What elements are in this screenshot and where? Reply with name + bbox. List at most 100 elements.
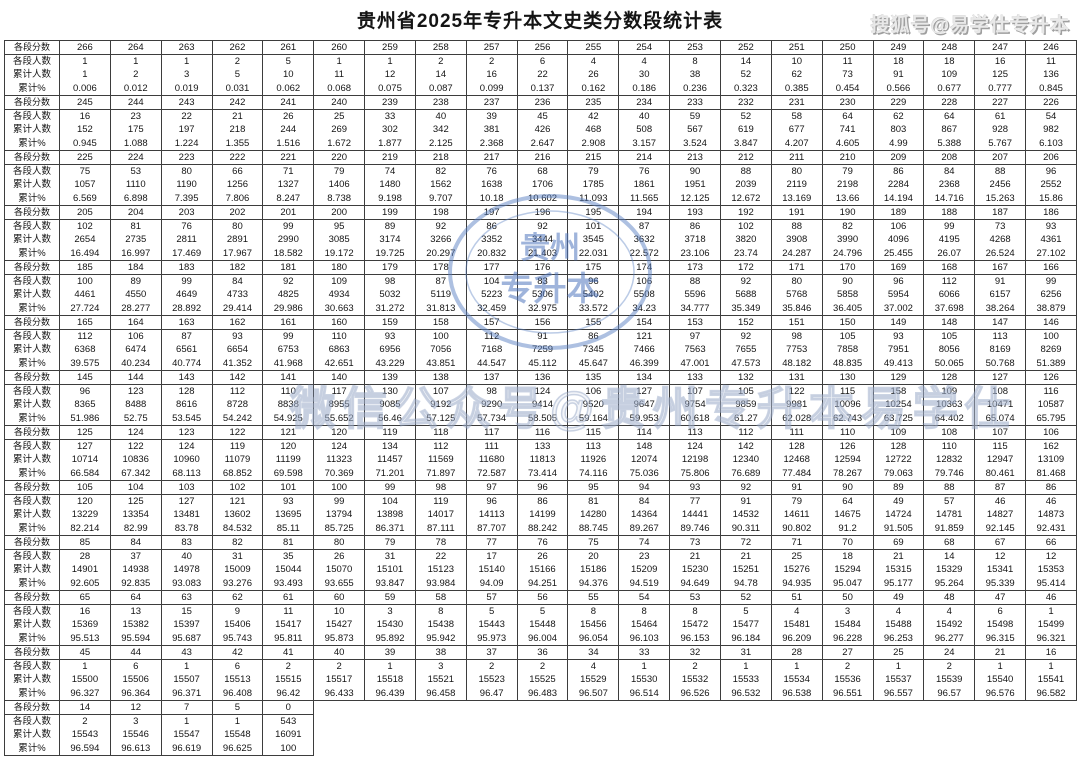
score-cell: 156 xyxy=(516,315,569,330)
score-cell: 113 xyxy=(669,425,721,440)
score-cell: 71 xyxy=(770,535,823,550)
score-cell: 82 xyxy=(211,535,264,550)
score-cell: 96 xyxy=(516,480,569,495)
score-cell: 207 xyxy=(974,150,1027,165)
stats-cell: 90 1951 12.125 xyxy=(669,164,721,206)
stats-cell: 68 1706 10.602 xyxy=(516,164,569,206)
score-cell: 193 xyxy=(669,205,721,220)
score-row: 各段分数 245 244 243 242 241 240 239 238 237 236 235 234… xyxy=(4,95,1077,110)
stats-cell: 122 9981 62.028 xyxy=(770,384,823,426)
stats-row: 各段人数 累计人数 累计% 75 1057 6.569 53 1110 6.898 80 1190 7… xyxy=(4,164,1077,206)
stats-cell: 2 15543 96.594 xyxy=(59,714,111,756)
stats-cell: 91 14532 90.311 xyxy=(719,494,772,536)
score-cell: 104 xyxy=(109,480,162,495)
score-cell: 60 xyxy=(313,590,366,605)
score-cell: 67 xyxy=(974,535,1027,550)
score-cell: 39 xyxy=(364,645,416,660)
stats-cell: 106 9520 59.164 xyxy=(567,384,620,426)
stats-cell: 111 11680 72.587 xyxy=(465,439,518,481)
score-cell: 240 xyxy=(313,95,366,110)
score-cell: 223 xyxy=(160,150,213,165)
score-cell: 12 xyxy=(109,700,162,715)
stats-cell: 10 62 0.385 xyxy=(770,54,823,96)
score-cell: 83 xyxy=(160,535,213,550)
page-title: 贵州省2025年专升本文史类分数段统计表 xyxy=(356,11,724,32)
row-label-score: 各段分数 xyxy=(4,40,60,55)
score-cell: 153 xyxy=(669,315,721,330)
stats-cell: 92 3444 21.403 xyxy=(516,219,569,261)
stats-cell: 90 5858 36.405 xyxy=(821,274,874,316)
score-cell: 102 xyxy=(211,480,264,495)
score-cell: 232 xyxy=(719,95,772,110)
score-cell: 229 xyxy=(872,95,925,110)
score-cell: 140 xyxy=(313,370,366,385)
stats-cell: 59 567 3.524 xyxy=(669,109,721,151)
stats-cell: 6 15506 96.364 xyxy=(109,659,162,701)
stats-cell: 80 5768 35.846 xyxy=(770,274,823,316)
score-cell: 163 xyxy=(160,315,213,330)
stats-cell: 87 3632 22.572 xyxy=(618,219,671,261)
stats-cell: 105 7858 48.835 xyxy=(821,329,874,371)
score-cell: 250 xyxy=(821,40,874,55)
stats-cell: 8 15464 96.103 xyxy=(618,604,671,646)
stats-cell: 4 15492 96.277 xyxy=(923,604,976,646)
score-row: 各段分数 205 204 203 202 201 200 199 198 197 196 195 194… xyxy=(4,205,1077,220)
stats-cell: 124 12198 75.806 xyxy=(669,439,721,481)
stats-cell: 116 10587 65.795 xyxy=(1025,384,1077,426)
score-cell: 124 xyxy=(109,425,162,440)
score-cell: 235 xyxy=(567,95,620,110)
row-label-score: 各段分数 xyxy=(4,315,60,330)
score-table-segment: 各段分数 245 244 243 242 241 240 239 238 237 236 235 234… xyxy=(4,95,1077,151)
stats-cell: 142 12340 76.689 xyxy=(719,439,772,481)
stats-cell: 99 6256 38.879 xyxy=(1025,274,1077,316)
score-cell: 118 xyxy=(414,425,467,440)
score-cell: 56 xyxy=(516,590,569,605)
score-cell: 43 xyxy=(160,645,213,660)
stats-cell: 80 2119 13.169 xyxy=(770,164,823,206)
stats-cell: 93 13695 85.11 xyxy=(262,494,315,536)
stats-cell: 5 15477 96.184 xyxy=(719,604,772,646)
row-label-stats: 各段人数 累计人数 累计% xyxy=(4,714,60,756)
stats-cell: 112 7168 44.547 xyxy=(465,329,518,371)
stats-cell: 93 7951 49.413 xyxy=(872,329,925,371)
stats-cell: 1 1 0.006 xyxy=(59,54,111,96)
score-cell: 133 xyxy=(669,370,721,385)
stats-cell: 128 12722 79.063 xyxy=(872,439,925,481)
score-cell: 199 xyxy=(364,205,416,220)
score-cell: 244 xyxy=(109,95,162,110)
stats-cell: 86 3352 20.832 xyxy=(465,219,518,261)
score-cell: 107 xyxy=(974,425,1027,440)
stats-cell: 99 6753 41.968 xyxy=(262,329,315,371)
row-label-stats: 各段人数 累计人数 累计% xyxy=(4,659,60,701)
stats-cell: 2 15539 96.57 xyxy=(923,659,976,701)
stats-cell: 96 5954 37.002 xyxy=(872,274,925,316)
stats-cell: 1 15518 96.439 xyxy=(364,659,416,701)
stats-cell: 75 1057 6.569 xyxy=(59,164,111,206)
score-cell: 87 xyxy=(974,480,1027,495)
score-cell: 138 xyxy=(414,370,467,385)
stats-cell: 52 619 3.847 xyxy=(719,109,772,151)
row-label-score: 各段分数 xyxy=(4,95,60,110)
score-cell: 237 xyxy=(465,95,518,110)
score-cell: 92 xyxy=(719,480,772,495)
score-cell: 99 xyxy=(364,480,416,495)
stats-cell: 11 136 0.845 xyxy=(1025,54,1077,96)
stats-cell: 1 15530 96.514 xyxy=(618,659,671,701)
score-cell: 165 xyxy=(59,315,111,330)
stats-cell: 3 15521 96.458 xyxy=(414,659,467,701)
stats-cell: 18 91 0.566 xyxy=(872,54,925,96)
score-cell: 170 xyxy=(821,260,874,275)
score-cell: 257 xyxy=(465,40,518,55)
score-cell: 116 xyxy=(516,425,569,440)
score-cell: 162 xyxy=(211,315,264,330)
score-table-segment: 各段分数 266 264 263 262 261 260 259 258 257 256 255 254… xyxy=(4,40,1077,96)
score-cell: 54 xyxy=(618,590,671,605)
stats-cell: 45 426 2.647 xyxy=(516,109,569,151)
score-cell: 177 xyxy=(465,260,518,275)
stats-cell: 99 2990 18.582 xyxy=(262,219,315,261)
stats-cell: 2 15515 96.42 xyxy=(262,659,315,701)
score-cell: 72 xyxy=(719,535,772,550)
stats-cell: 110 12832 79.746 xyxy=(923,439,976,481)
stats-cell: 96 2552 15.86 xyxy=(1025,164,1077,206)
score-cell: 190 xyxy=(821,205,874,220)
